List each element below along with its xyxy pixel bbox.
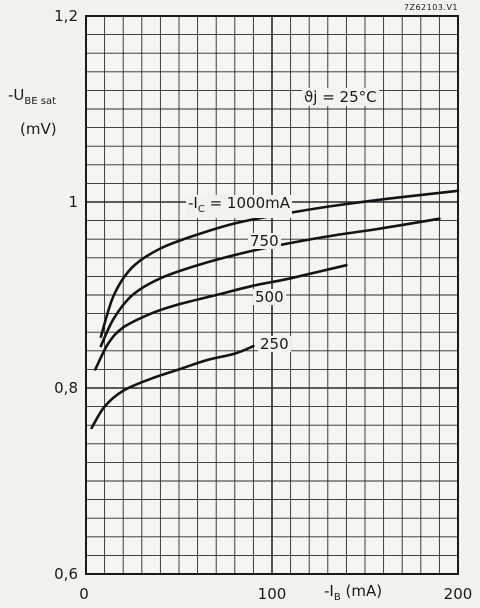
series-line-1 [99,217,441,348]
series-line-3 [90,344,255,430]
series-line-0 [99,189,460,339]
y-axis-subscript: BE sat [24,96,57,107]
condition-label: ϑj = 25°C [302,88,379,106]
series-label-1000: -IC = 1000mA [186,195,292,218]
y-axis-label: -UBE sat [8,84,56,113]
x-tick-label: 200 [444,585,473,603]
y-tick-label: 1,2 [54,7,78,25]
x-tick-label: 100 [258,585,287,603]
series-label-1000-sub: C [197,204,205,215]
series-label-500: 500 [253,288,286,306]
x-axis-subscript: B [333,592,341,603]
series-label-250: 250 [258,335,291,353]
plot-frame [85,15,459,575]
y-tick-label: 0,6 [54,565,78,583]
y-axis-symbol: -U [8,86,25,104]
figure-code: 7Z62103.V1 [403,3,458,12]
y-axis-unit: (mV) [20,120,57,138]
series-line-2 [94,263,348,371]
x-axis-symbol: -I [324,582,334,600]
x-axis-label: -IB (mA) [322,582,385,603]
x-tick-label: 0 [79,585,89,603]
series-label-750: 750 [248,232,281,250]
condition-text: ϑj = 25°C [304,88,377,106]
x-axis-unit: (mA) [345,582,383,600]
series-label-1000-prefix: -I [188,194,198,212]
series-label-1000-suffix: = 1000mA [204,194,290,212]
y-tick-label: 0,8 [54,379,78,397]
y-tick-label: 1 [68,193,78,211]
